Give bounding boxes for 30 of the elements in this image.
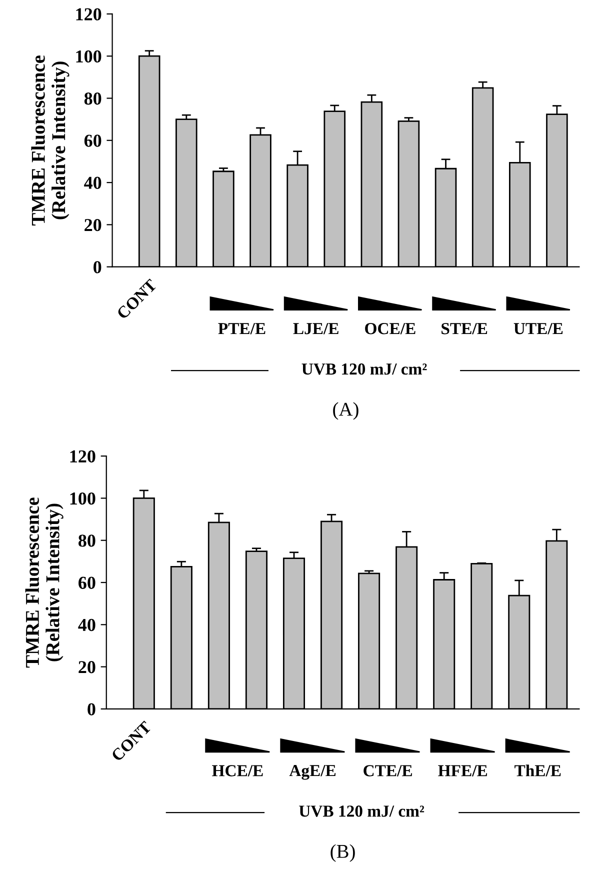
text: PTE/E [218, 323, 266, 334]
y-axis-title: TMRE Fluorescence (Relative Intensity) [31, 55, 70, 226]
y-tick-label: 100 [70, 492, 96, 505]
text: ThE/E [514, 764, 561, 776]
text: UVB 120 mJ/ cm² [302, 363, 427, 375]
text: (B) [330, 844, 355, 862]
y-tick-label: 120 [76, 8, 102, 20]
text: CTE/E [364, 765, 412, 776]
text: STE/E [442, 323, 488, 334]
text: (A) [333, 402, 358, 420]
text: OCE/E [365, 323, 416, 334]
y-tick-label: 60 [84, 134, 102, 147]
y-tick-label: 120 [70, 450, 96, 462]
text: UVB 120 mJ/ cm² [299, 806, 424, 817]
y-tick-label: 80 [84, 92, 102, 105]
text: LJE/E [293, 323, 338, 334]
y-tick-label: 20 [84, 218, 102, 232]
y-tick-label: 40 [84, 176, 102, 189]
text: HFE/E [438, 765, 488, 776]
y-axis-title: TMRE Fluorescence (Relative Intensity) [25, 498, 64, 668]
y-tick-label: 40 [78, 618, 96, 632]
y-tick-label: 100 [76, 50, 102, 63]
text: AgE/E [289, 765, 336, 780]
text: UTE/E [514, 323, 563, 334]
y-tick-label: 0 [88, 703, 96, 716]
y-tick-label: 80 [78, 534, 96, 547]
text: HCE/E [212, 765, 263, 776]
y-tick-label: 20 [78, 661, 96, 674]
y-tick-label: 60 [78, 576, 96, 589]
y-tick-label: 0 [94, 261, 102, 274]
